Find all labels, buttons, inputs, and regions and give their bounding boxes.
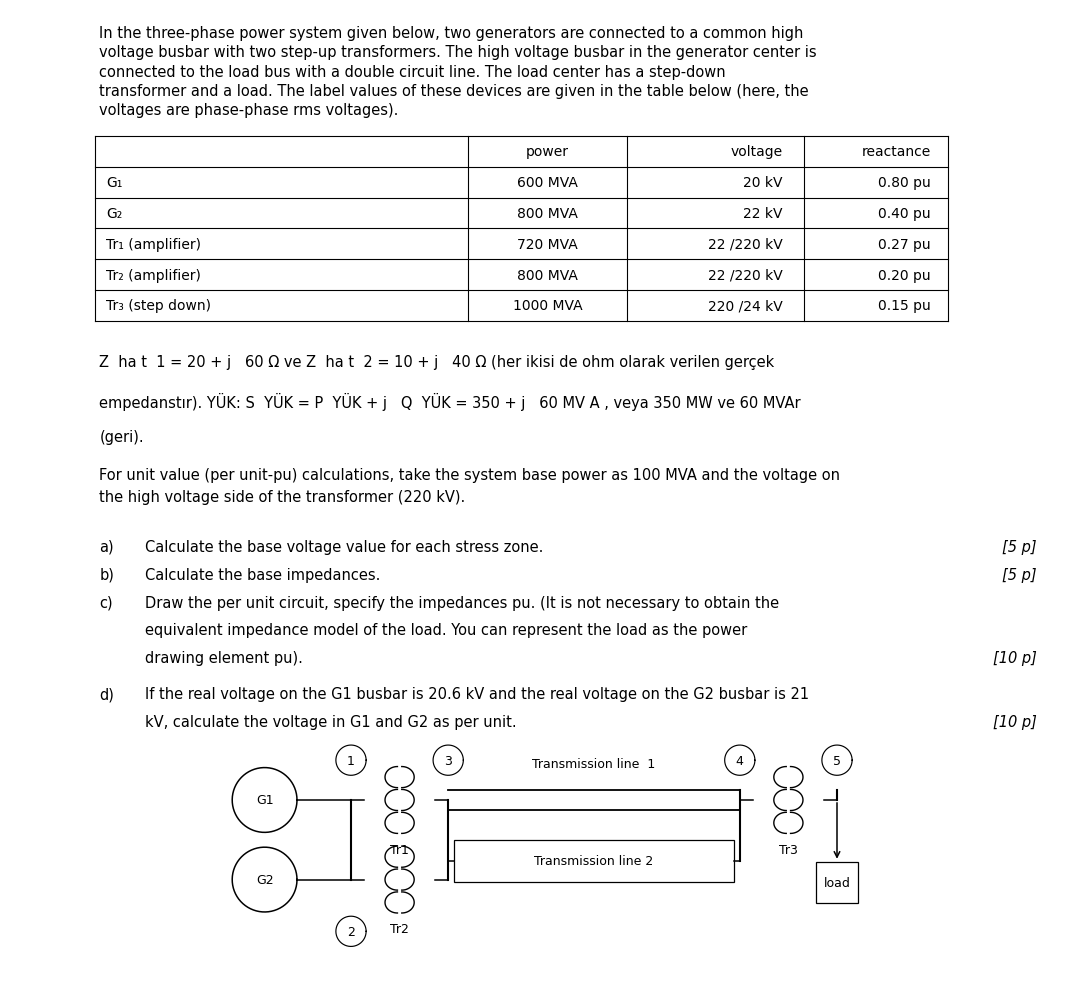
Text: For unit value (per unit-pu) calculations, take the system base power as 100 MVA: For unit value (per unit-pu) calculation… [99,467,840,483]
Text: 0.40 pu: 0.40 pu [878,207,931,221]
Text: Calculate the base voltage value for each stress zone.: Calculate the base voltage value for eac… [145,539,543,555]
Text: 1000 MVA: 1000 MVA [513,299,582,313]
Text: Tr3: Tr3 [779,843,798,856]
Text: c): c) [99,594,113,610]
Text: voltage: voltage [730,145,782,159]
Text: voltages are phase-phase rms voltages).: voltages are phase-phase rms voltages). [99,103,399,118]
Text: connected to the load bus with a double circuit line. The load center has a step: connected to the load bus with a double … [99,65,726,80]
Text: 0.80 pu: 0.80 pu [878,176,931,190]
Text: G2: G2 [256,873,273,887]
Text: G₁: G₁ [106,176,122,190]
Text: 0.20 pu: 0.20 pu [878,268,931,282]
Text: 5: 5 [833,753,841,767]
Text: the high voltage side of the transformer (220 kV).: the high voltage side of the transformer… [99,489,465,505]
Text: voltage busbar with two step-up transformers. The high voltage busbar in the gen: voltage busbar with two step-up transfor… [99,46,816,61]
Bar [454,840,734,882]
Text: 4: 4 [735,753,744,767]
Text: Tr₁ (amplifier): Tr₁ (amplifier) [106,238,201,251]
Text: 720 MVA: 720 MVA [517,238,578,251]
Text: If the real voltage on the G1 busbar is 20.6 kV and the real voltage on the G2 b: If the real voltage on the G1 busbar is … [145,686,809,702]
Text: kV, calculate the voltage in G1 and G2 as per unit.: kV, calculate the voltage in G1 and G2 a… [145,715,516,730]
Text: [5 p]: [5 p] [1002,567,1037,582]
Text: G1: G1 [256,793,273,807]
Text: Draw the per unit circuit, specify the impedances pu. (It is not necessary to ob: Draw the per unit circuit, specify the i… [145,594,779,610]
Text: Tr₂ (amplifier): Tr₂ (amplifier) [106,268,201,282]
Text: Transmission line 2: Transmission line 2 [535,854,653,868]
Text: G₂: G₂ [106,207,122,221]
Text: Z  ha t  1 = 20 + j   60 Ω ve Z  ha t  2 = 10 + j   40 Ω (her ikisi de ohm olara: Z ha t 1 = 20 + j 60 Ω ve Z ha t 2 = 10 … [99,354,774,370]
Text: Tr1: Tr1 [390,843,409,856]
Text: 220 /24 kV: 220 /24 kV [707,299,782,313]
Bar [816,862,858,904]
Text: 0.15 pu: 0.15 pu [878,299,931,313]
Text: equivalent impedance model of the load. You can represent the load as the power: equivalent impedance model of the load. … [145,622,747,638]
Text: load: load [824,876,850,890]
Text: 2: 2 [347,924,355,938]
Text: 600 MVA: 600 MVA [517,176,578,190]
Text: Calculate the base impedances.: Calculate the base impedances. [145,567,380,582]
Text: 20 kV: 20 kV [743,176,782,190]
Text: In the three-phase power system given below, two generators are connected to a c: In the three-phase power system given be… [99,26,804,41]
Text: [5 p]: [5 p] [1002,539,1037,555]
Text: 22 kV: 22 kV [743,207,782,221]
Text: empedanstır). YÜK: S  YÜK = P  YÜK + j   Q  YÜK = 350 + j   60 MV A , veya 350 M: empedanstır). YÜK: S YÜK = P YÜK + j Q Y… [99,392,801,411]
Text: Tr₃ (step down): Tr₃ (step down) [106,299,211,313]
Text: power: power [526,145,569,159]
Text: reactance: reactance [862,145,931,159]
Text: 800 MVA: 800 MVA [517,268,578,282]
Text: drawing element pu).: drawing element pu). [145,650,302,666]
Text: [10 p]: [10 p] [993,715,1037,730]
Text: 1: 1 [347,753,355,767]
Text: 0.27 pu: 0.27 pu [878,238,931,251]
Text: 800 MVA: 800 MVA [517,207,578,221]
Text: d): d) [99,686,114,702]
Text: b): b) [99,567,114,582]
Text: 22 /220 kV: 22 /220 kV [707,238,782,251]
Text: 22 /220 kV: 22 /220 kV [707,268,782,282]
Text: Tr2: Tr2 [390,922,409,935]
Text: a): a) [99,539,114,555]
Text: transformer and a load. The label values of these devices are given in the table: transformer and a load. The label values… [99,84,809,99]
Text: 3: 3 [444,753,453,767]
Text: (geri).: (geri). [99,429,144,445]
Text: Transmission line  1: Transmission line 1 [532,757,656,770]
Text: [10 p]: [10 p] [993,650,1037,666]
